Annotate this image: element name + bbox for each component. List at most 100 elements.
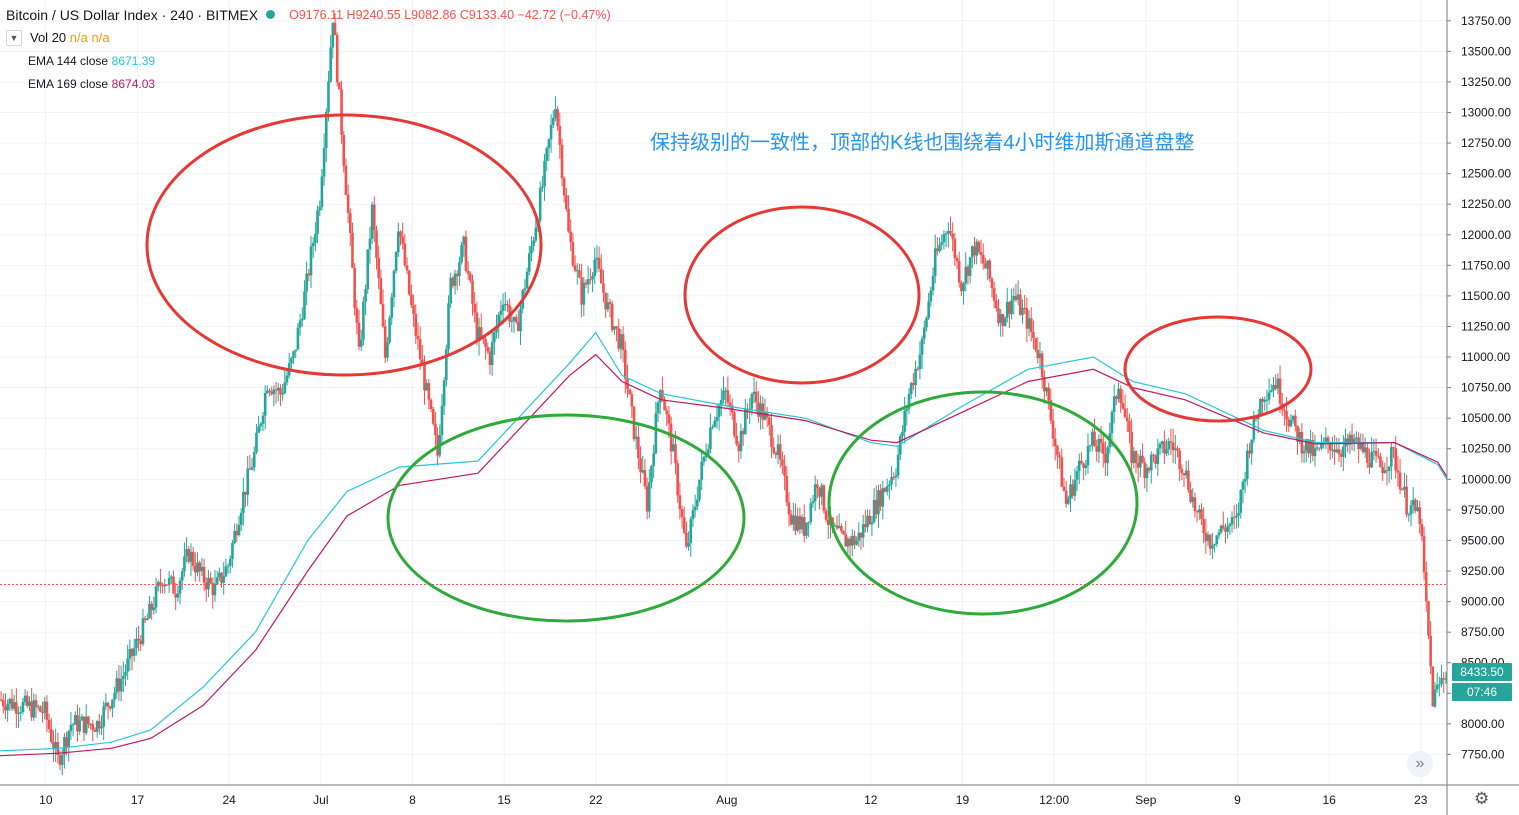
candle-body: [316, 210, 319, 234]
candle-body: [1156, 448, 1160, 464]
candle-body: [449, 277, 452, 304]
gear-icon[interactable]: ⚙: [1474, 789, 1490, 808]
candle-body: [1173, 448, 1177, 451]
candle-body: [392, 270, 396, 298]
candle-body: [909, 383, 913, 394]
candle-body: [104, 702, 108, 707]
candle-body: [484, 339, 487, 348]
candle-body: [1158, 443, 1162, 449]
candle-body: [925, 318, 928, 328]
candle-body: [1420, 523, 1424, 537]
candle-body: [12, 702, 16, 709]
candle-body: [1315, 447, 1319, 449]
candle-body: [143, 618, 147, 621]
candle-body: [91, 724, 95, 730]
candle-body: [1291, 415, 1295, 420]
candle-body: [377, 257, 380, 279]
candle-body: [977, 241, 981, 253]
candle-body: [458, 262, 461, 277]
candle-body: [39, 706, 42, 712]
x-tick-label: 22: [589, 793, 603, 807]
candle-body: [711, 426, 714, 428]
candle-body: [36, 706, 40, 708]
candle-body: [599, 268, 603, 284]
candle-body: [421, 359, 424, 365]
candle-body: [8, 698, 12, 704]
candle-body: [802, 517, 806, 536]
candle-body: [942, 234, 946, 243]
candle-body: [567, 208, 570, 232]
candle-body: [252, 451, 256, 468]
candle-body: [49, 729, 53, 742]
candle-body: [538, 187, 542, 221]
candle-body: [597, 257, 601, 269]
candle-body: [510, 321, 514, 323]
candle-body: [1237, 512, 1240, 516]
candle-body: [785, 475, 789, 503]
candle-body: [999, 314, 1002, 324]
candle-body: [196, 562, 199, 573]
candle-body: [1056, 446, 1059, 456]
candle-body: [259, 423, 263, 427]
candle-body: [953, 238, 957, 259]
chart-annotation-text: 保持级别的一致性，顶部的K线也围绕着4小时维加斯通道盘整: [650, 132, 1195, 154]
candle-body: [353, 267, 356, 309]
candle-body: [329, 47, 332, 82]
candle-body: [689, 519, 693, 544]
candle-body: [693, 506, 697, 511]
candle-body: [551, 117, 555, 125]
candle-body: [971, 246, 974, 258]
candle-body: [314, 233, 317, 243]
candle-body: [117, 678, 121, 692]
chevron-down-icon[interactable]: ▼: [6, 29, 22, 46]
candle-body: [809, 503, 813, 523]
candle-body: [1029, 318, 1033, 332]
candle-body: [1379, 456, 1382, 467]
candle-body: [1394, 448, 1398, 471]
candle-body: [615, 326, 618, 329]
candle-body: [390, 297, 394, 318]
candle-body: [595, 257, 599, 260]
candle-body: [877, 490, 880, 515]
candle-body: [940, 242, 944, 245]
candle-body: [796, 516, 800, 531]
candle-body: [853, 535, 856, 545]
candle-body: [154, 586, 158, 608]
candle-body: [1230, 517, 1234, 525]
candle-body: [43, 701, 47, 713]
candle-body: [883, 488, 887, 492]
double-chevron-right-icon[interactable]: »: [1407, 751, 1433, 777]
candle-body: [283, 382, 287, 393]
candle-body: [864, 524, 867, 528]
candle-body: [161, 585, 164, 587]
x-tick-label: 19: [956, 793, 970, 807]
candle-body: [1241, 481, 1245, 490]
candle-body: [204, 582, 208, 590]
candle-body: [209, 577, 212, 583]
candle-body: [89, 723, 92, 725]
candle-body: [469, 273, 472, 281]
candle-body: [82, 716, 86, 734]
candle-body: [1134, 451, 1138, 464]
candle-body: [272, 389, 276, 395]
candle-body: [1405, 486, 1408, 515]
candle-body: [1139, 455, 1142, 468]
candle-body: [370, 204, 374, 239]
candle-body: [691, 510, 695, 520]
candle-body: [331, 22, 335, 48]
y-tick-label: 12250.00: [1461, 197, 1511, 211]
candle-body: [185, 548, 188, 557]
candle-body: [837, 526, 841, 529]
candle-body: [726, 390, 730, 403]
candle-body: [1337, 449, 1341, 454]
y-tick-label: 10000.00: [1461, 472, 1511, 486]
candle-body: [770, 425, 773, 448]
candle-body: [1143, 462, 1147, 479]
x-tick-label: 12: [864, 793, 878, 807]
candle-body: [1440, 678, 1443, 685]
candle-body: [720, 399, 723, 406]
candle-body: [656, 402, 660, 414]
candle-body: [351, 233, 354, 268]
candle-body: [617, 328, 621, 349]
